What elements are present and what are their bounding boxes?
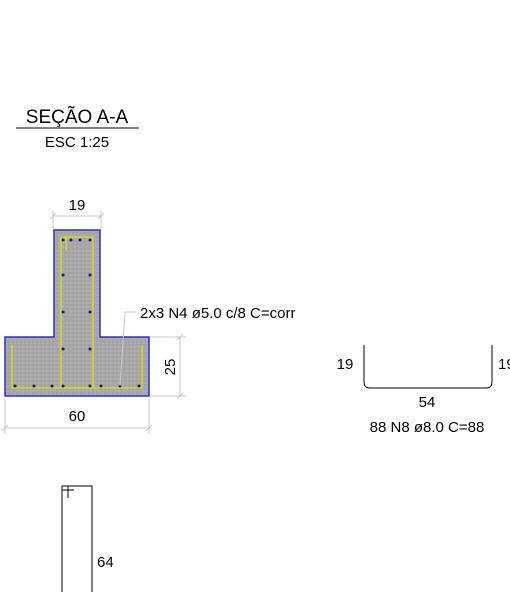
stirrup-callout-label: 2x3 N4 ø5.0 c/8 C=corr [140, 305, 295, 322]
bar-point [32, 384, 36, 388]
dimension-flange-height: 25 [150, 333, 186, 400]
bar-point [78, 238, 82, 242]
bar-point [137, 384, 141, 388]
bar-n8-label: 88 N8 ø8.0 C=88 [370, 419, 485, 436]
t-section-concrete [4, 229, 150, 397]
bar-n8-right-leg: 19 [498, 356, 510, 373]
bar-point [61, 310, 65, 314]
stirrup-hook [60, 237, 67, 250]
bar-bottom-detail: 64 [61, 485, 114, 592]
dimension-top-width: 19 [49, 197, 105, 229]
bar-point [88, 238, 92, 242]
bar-point [88, 347, 92, 351]
bar-point [61, 384, 65, 388]
reinforcement [11, 236, 143, 389]
bar-n8-shape [363, 345, 493, 389]
bar-point [61, 347, 65, 351]
section-title-block: SEÇÃO A-A ESC 1:25 [16, 106, 139, 151]
bar-point [50, 384, 54, 388]
bar-bottom-length: 64 [97, 554, 114, 571]
bar-point [88, 384, 92, 388]
bar-bottom-shape [61, 485, 93, 592]
dimension-top-width-label: 19 [69, 197, 86, 214]
bar-points [13, 238, 141, 388]
stirrup-callout: 2x3 N4 ø5.0 c/8 C=corr [119, 305, 295, 387]
bar-point [61, 238, 65, 242]
bar-point [88, 310, 92, 314]
bar-point [61, 273, 65, 277]
bar-point [13, 384, 17, 388]
bar-point [99, 384, 103, 388]
bar-point [69, 238, 73, 242]
bar-n8-length: 54 [419, 394, 436, 411]
bar-n8-detail: 19 19 54 88 N8 ø8.0 C=88 [337, 345, 510, 436]
bar-point [88, 273, 92, 277]
dimension-bottom-width-label: 60 [69, 408, 86, 425]
section-scale: ESC 1:25 [45, 134, 109, 151]
dimension-bottom-width: 60 [1, 398, 153, 434]
bar-n8-left-leg: 19 [337, 356, 354, 373]
bottom-longitudinal-bar [11, 345, 143, 389]
section-title: SEÇÃO A-A [26, 106, 129, 128]
dimension-flange-height-label: 25 [162, 359, 179, 376]
